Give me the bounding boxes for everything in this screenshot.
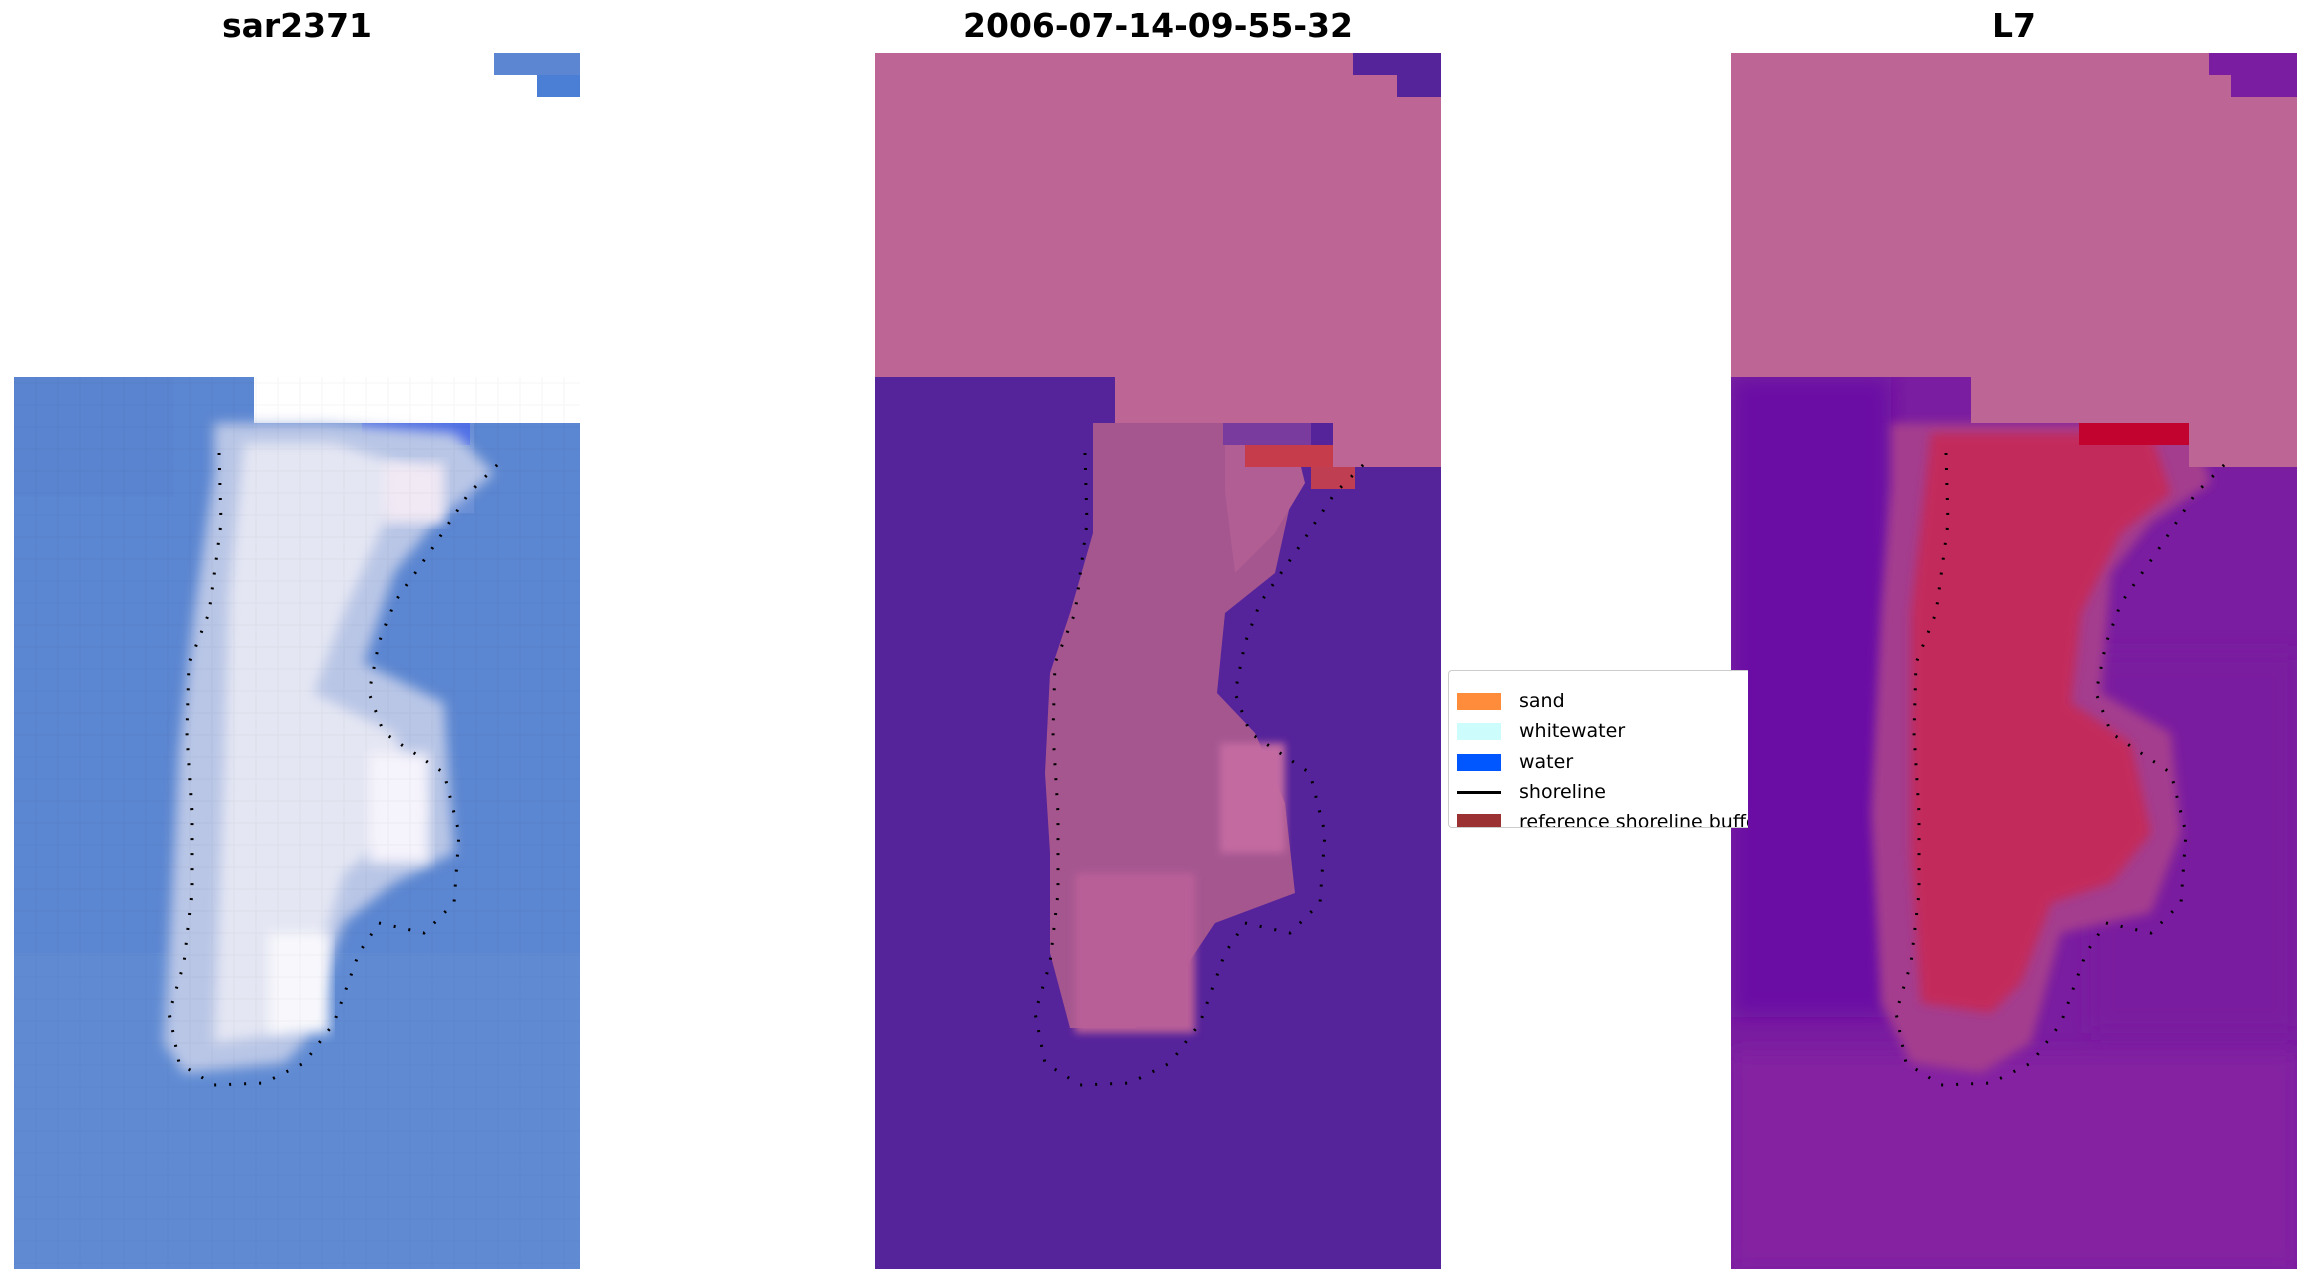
legend-item-reference-buffer: reference shoreline buffer xyxy=(1457,810,1748,828)
legend-item-shoreline: shoreline xyxy=(1457,780,1606,804)
rgb-image xyxy=(14,53,580,1269)
legend-label: reference shoreline buffer xyxy=(1519,811,1748,828)
classified-image-panel xyxy=(875,53,1441,1269)
legend-swatch-shoreline xyxy=(1457,790,1501,794)
panel-title-index: L7 xyxy=(1992,6,2036,45)
legend-item-whitewater: whitewater xyxy=(1457,719,1625,743)
panel-title-classified: 2006-07-14-09-55-32 xyxy=(963,6,1353,45)
shoreline xyxy=(1033,452,1372,1087)
legend-item-sand: sand xyxy=(1457,689,1565,713)
legend-swatch-whitewater xyxy=(1457,722,1501,740)
legend-label: water xyxy=(1519,751,1574,773)
shoreline xyxy=(167,452,506,1087)
legend-swatch-water xyxy=(1457,753,1501,771)
shoreline xyxy=(1894,452,2233,1087)
legend-swatch-reference-buffer xyxy=(1457,813,1501,827)
legend-item-water: water xyxy=(1457,750,1573,774)
legend-swatch-sand xyxy=(1457,692,1501,710)
legend-label: whitewater xyxy=(1519,720,1626,742)
index-image-panel xyxy=(1731,53,2297,1269)
rgb-image-panel xyxy=(14,53,580,1269)
panel-title-rgb: sar2371 xyxy=(221,6,373,45)
legend: sand whitewater water shoreline referenc… xyxy=(1448,670,1748,828)
legend-label: sand xyxy=(1519,690,1565,712)
legend-label: shoreline xyxy=(1519,781,1606,803)
classified-image xyxy=(875,53,1441,1269)
index-image xyxy=(1731,53,2297,1269)
